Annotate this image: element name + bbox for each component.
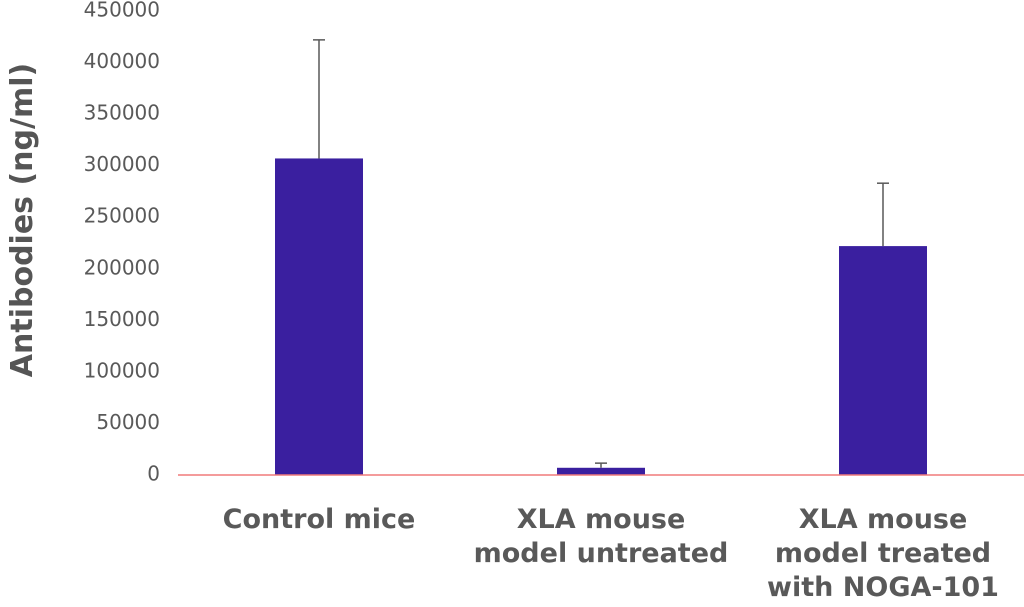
y-tick-label: 100000 (84, 358, 160, 382)
bar (557, 467, 645, 475)
y-tick-label: 150000 (84, 307, 160, 331)
x-tick-label: Control mice (222, 504, 416, 535)
y-tick-label: 250000 (84, 204, 160, 228)
error-bar (313, 39, 325, 159)
y-tick-label: 450000 (84, 0, 160, 22)
y-tick-label: 350000 (84, 101, 160, 125)
bar (839, 246, 927, 475)
y-tick-label: 50000 (96, 410, 160, 434)
error-bar (595, 462, 607, 468)
y-tick-label: 300000 (84, 152, 160, 176)
y-tick-label: 400000 (84, 49, 160, 73)
bar (275, 158, 363, 475)
x-tick-label: XLA mouse model untreated (473, 504, 729, 569)
error-bar (877, 182, 889, 247)
x-tick-label: XLA mouse model treated with NOGA-101 (767, 504, 999, 603)
y-tick-label: 200000 (84, 255, 160, 279)
y-axis-label: Antibodies (ng/ml) (5, 63, 40, 377)
y-tick-label: 0 (147, 462, 160, 486)
